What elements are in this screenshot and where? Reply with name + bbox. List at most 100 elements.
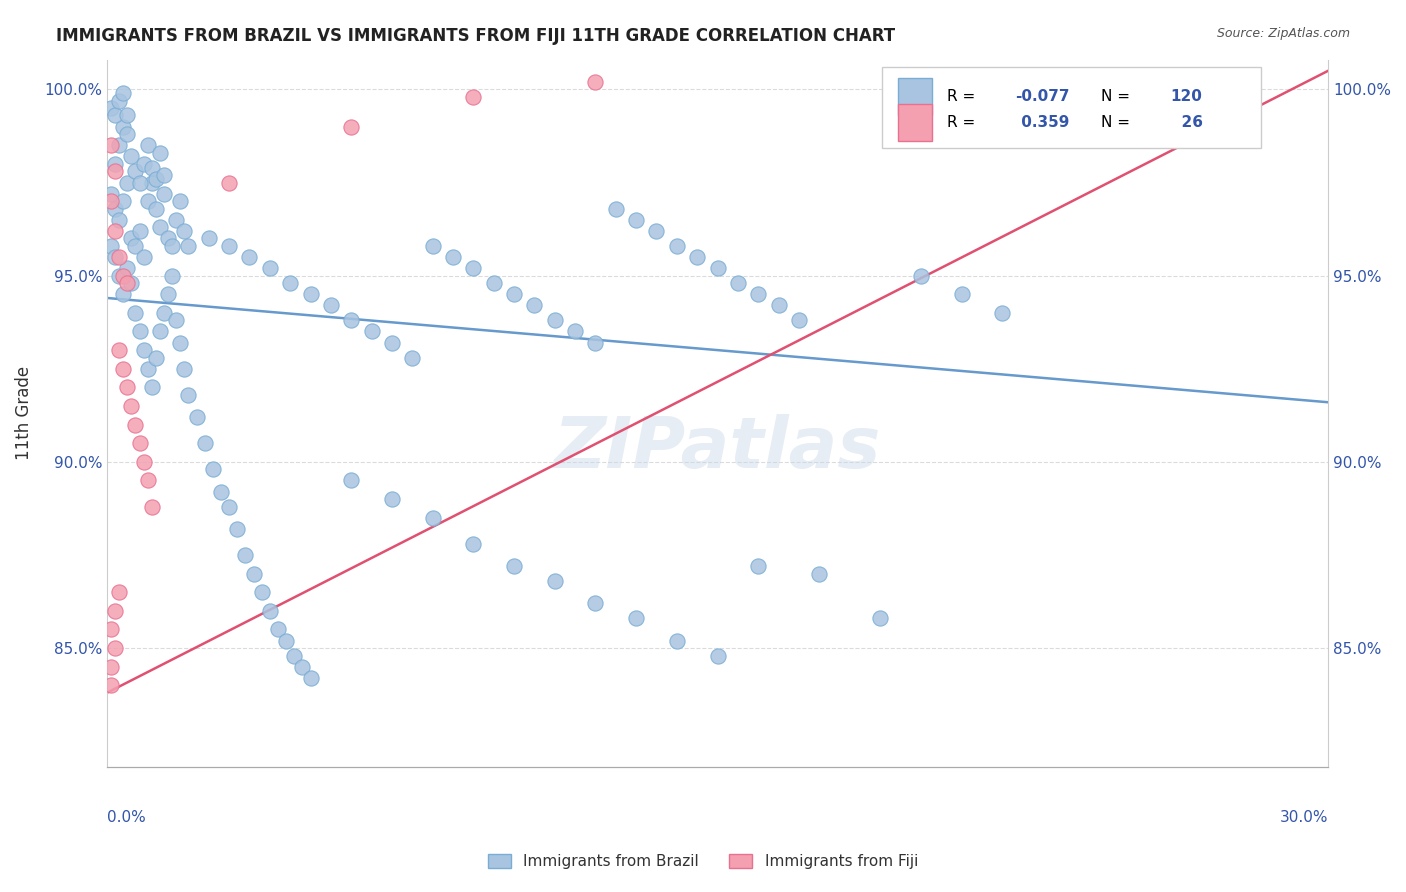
Point [117, 108, 139, 122]
Point [120, 231, 142, 245]
Text: 120: 120 [1171, 89, 1202, 103]
Point [128, 176, 150, 190]
Point [108, 343, 131, 358]
Text: N =: N = [1101, 115, 1135, 130]
Point [124, 164, 146, 178]
Point [100, 239, 122, 253]
Point [727, 276, 749, 290]
Point [503, 559, 526, 574]
Point [218, 500, 240, 514]
Point [108, 268, 131, 283]
Point [124, 417, 146, 432]
Point [149, 325, 172, 339]
Text: 30.0%: 30.0% [1279, 810, 1329, 825]
Point [104, 250, 127, 264]
Point [463, 261, 485, 276]
Point [583, 335, 606, 350]
Point [768, 298, 790, 312]
Point [787, 313, 810, 327]
Point [950, 287, 973, 301]
Point [274, 633, 297, 648]
Text: IMMIGRANTS FROM BRAZIL VS IMMIGRANTS FROM FIJI 11TH GRADE CORRELATION CHART: IMMIGRANTS FROM BRAZIL VS IMMIGRANTS FRO… [56, 27, 896, 45]
Point [132, 343, 155, 358]
Text: -0.077: -0.077 [1015, 89, 1070, 103]
Point [177, 388, 200, 402]
Point [112, 361, 135, 376]
Point [250, 585, 273, 599]
Point [169, 335, 191, 350]
Point [299, 671, 322, 685]
Point [238, 250, 260, 264]
Text: ZIPatlas: ZIPatlas [554, 414, 882, 483]
Point [160, 239, 183, 253]
Point [278, 276, 301, 290]
Point [136, 194, 159, 208]
Point [340, 313, 363, 327]
Point [128, 224, 150, 238]
Point [706, 648, 728, 663]
Y-axis label: 11th Grade: 11th Grade [15, 367, 32, 460]
Point [645, 224, 668, 238]
Point [145, 171, 167, 186]
Point [141, 500, 163, 514]
Point [201, 462, 224, 476]
Point [503, 287, 526, 301]
Point [112, 268, 135, 283]
Point [100, 186, 122, 201]
Point [141, 176, 163, 190]
Point [117, 380, 139, 394]
Legend: Immigrants from Brazil, Immigrants from Fiji: Immigrants from Brazil, Immigrants from … [482, 848, 924, 875]
Text: 0.0%: 0.0% [107, 810, 146, 825]
Point [319, 298, 342, 312]
Point [242, 566, 264, 581]
Point [153, 306, 176, 320]
Point [132, 455, 155, 469]
Point [422, 510, 444, 524]
Point [665, 633, 688, 648]
Point [910, 268, 932, 283]
Point [108, 585, 131, 599]
Point [108, 212, 131, 227]
Point [100, 194, 122, 208]
Text: N =: N = [1101, 89, 1135, 103]
Point [104, 157, 127, 171]
Point [340, 120, 363, 134]
Point [747, 287, 769, 301]
Point [624, 212, 647, 227]
Point [108, 138, 131, 153]
Point [463, 90, 485, 104]
Point [120, 149, 142, 163]
Point [141, 380, 163, 394]
Text: 26: 26 [1171, 115, 1202, 130]
Point [808, 566, 831, 581]
Point [112, 120, 135, 134]
Point [145, 351, 167, 365]
Point [523, 298, 546, 312]
Point [218, 176, 240, 190]
Point [169, 194, 191, 208]
Point [104, 641, 127, 656]
Point [624, 611, 647, 625]
Point [605, 202, 627, 216]
Text: 0.359: 0.359 [1015, 115, 1069, 130]
Point [340, 474, 363, 488]
Point [583, 75, 606, 89]
Point [132, 250, 155, 264]
Point [157, 287, 180, 301]
Point [100, 623, 122, 637]
Point [173, 361, 195, 376]
Point [544, 574, 567, 588]
Point [267, 623, 290, 637]
FancyBboxPatch shape [898, 78, 932, 115]
Point [104, 108, 127, 122]
Point [160, 268, 183, 283]
Point [153, 186, 176, 201]
Point [136, 361, 159, 376]
Point [120, 276, 142, 290]
Point [401, 351, 423, 365]
Point [194, 436, 217, 450]
Point [564, 325, 586, 339]
Point [117, 127, 139, 141]
Point [583, 596, 606, 610]
Point [128, 436, 150, 450]
